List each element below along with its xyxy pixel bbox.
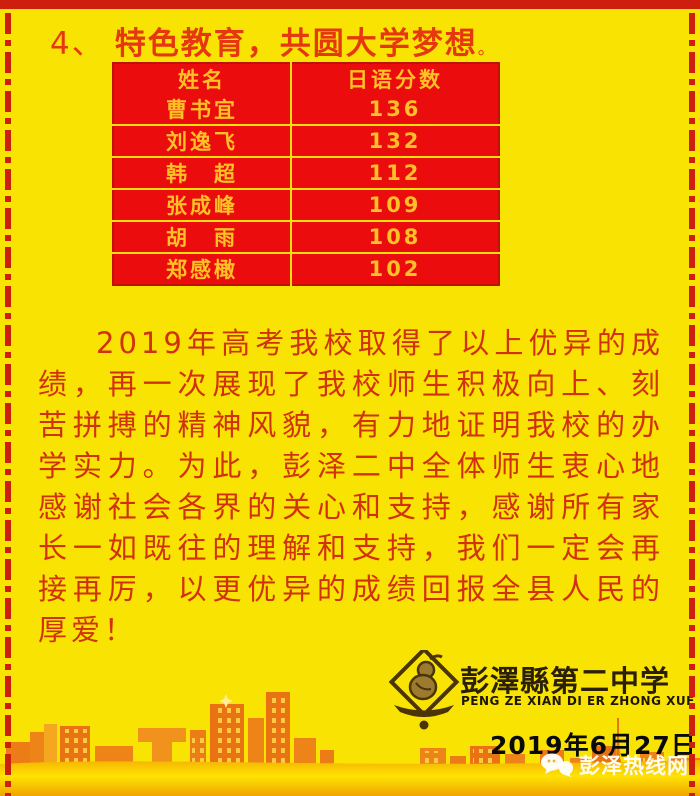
left-dashed-border bbox=[5, 13, 11, 796]
right-dashed-border bbox=[689, 13, 695, 796]
table-row: 韩 超 112 bbox=[113, 156, 499, 189]
publish-date: 2019年6月27日 bbox=[490, 731, 697, 760]
table-row: 刘逸飞 132 bbox=[113, 124, 499, 157]
table-row: 张成峰 109 bbox=[113, 188, 499, 221]
table-row: 郑感橄 102 bbox=[113, 252, 499, 285]
student-score: 112 bbox=[291, 156, 499, 189]
student-name: 刘逸飞 bbox=[113, 124, 292, 157]
school-name: 彭澤縣第二中学 bbox=[460, 664, 671, 698]
student-score: 108 bbox=[291, 220, 499, 253]
table-row: 胡 雨 108 bbox=[113, 220, 499, 253]
japanese-score-table: 姓名 日语分数 曹书宜 136 刘逸飞 132 韩 超 112 张成峰 109 bbox=[112, 62, 500, 286]
watermark: 彭泽热线网 bbox=[540, 750, 689, 780]
body-paragraph: 2019年高考我校取得了以上优异的成绩，再一次展现了我校师生积极向上、刻苦拼搏的… bbox=[38, 326, 664, 647]
top-red-bar bbox=[0, 0, 700, 9]
student-name: 曹书宜 bbox=[113, 94, 292, 125]
section-number: 4、 bbox=[50, 26, 105, 62]
section-title-text: 特色教育，共圆大学梦想 bbox=[114, 26, 478, 62]
student-score: 102 bbox=[291, 252, 499, 285]
school-name-pinyin: PENG ZE XIAN DI ER ZHONG XUE bbox=[461, 694, 695, 708]
section-title: 4、 特色教育，共圆大学梦想。 bbox=[50, 18, 497, 63]
table-row: 曹书宜 136 bbox=[113, 94, 499, 125]
student-name: 张成峰 bbox=[113, 188, 292, 221]
student-name: 韩 超 bbox=[113, 156, 292, 189]
school-gourd-emblem-icon bbox=[388, 650, 460, 730]
col-header-score: 日语分数 bbox=[347, 68, 443, 92]
col-header-name: 姓名 bbox=[113, 63, 292, 94]
section-title-period: 。 bbox=[477, 39, 497, 59]
table-header-row: 姓名 日语分数 bbox=[113, 63, 499, 94]
watermark-label: 彭泽热线网 bbox=[579, 754, 689, 778]
student-name: 郑感橄 bbox=[113, 252, 292, 285]
city-skyline-graphic bbox=[0, 692, 700, 796]
student-score: 132 bbox=[291, 124, 499, 157]
chat-bubbles-icon bbox=[541, 753, 573, 777]
student-score: 136 bbox=[368, 97, 422, 121]
student-name: 胡 雨 bbox=[113, 220, 292, 253]
student-score: 109 bbox=[291, 188, 499, 221]
